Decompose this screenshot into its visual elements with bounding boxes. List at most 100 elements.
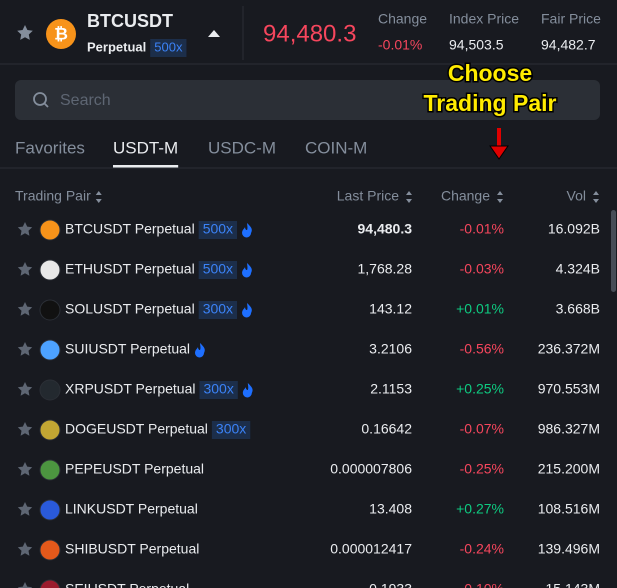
row[interactable]: SEIUSDT Perpetual 0.1933 -0.10% 15.143M bbox=[17, 579, 600, 588]
coin-icon bbox=[39, 339, 61, 361]
change: -0.56% bbox=[460, 341, 504, 357]
change: +0.01% bbox=[456, 301, 504, 317]
volume: 236.372M bbox=[538, 341, 600, 357]
favorite-star[interactable] bbox=[17, 422, 33, 436]
coin-icon bbox=[39, 379, 61, 401]
volume: 15.143M bbox=[546, 581, 600, 588]
row[interactable]: SHIBUSDT Perpetual 0.000012417 -0.24% 139.4… bbox=[17, 539, 600, 561]
favorite-star[interactable] bbox=[17, 25, 33, 40]
coin-icon bbox=[39, 419, 61, 441]
favorite-star[interactable] bbox=[17, 262, 33, 276]
change: -0.03% bbox=[460, 261, 504, 277]
annotation-arrowhead bbox=[489, 145, 509, 160]
favorite-star[interactable] bbox=[17, 302, 33, 316]
leverage-badge bbox=[199, 381, 238, 399]
coin-icon bbox=[39, 459, 61, 481]
tab[interactable]: Favorites bbox=[15, 138, 85, 157]
stat-label: Fair Price bbox=[541, 11, 601, 27]
column-header[interactable]: Trading Pair bbox=[15, 188, 91, 204]
column-header[interactable]: Vol bbox=[567, 188, 586, 204]
change: +0.27% bbox=[456, 501, 504, 517]
hot-icon bbox=[195, 343, 205, 358]
tab[interactable]: COIN-M bbox=[305, 138, 367, 157]
tab-indicator bbox=[113, 165, 179, 168]
stat-value: 94,503.5 bbox=[449, 37, 504, 53]
leverage-badge bbox=[150, 39, 187, 57]
leverage: 500x bbox=[154, 39, 183, 54]
hot-icon bbox=[242, 263, 252, 278]
coin-icon bbox=[39, 579, 61, 588]
row[interactable]: SOLUSDT Perpetual 300x 143.12 +0.01% 3.668B bbox=[17, 299, 600, 321]
volume: 16.092B bbox=[548, 221, 600, 237]
last-price: 0.000012417 bbox=[330, 541, 412, 557]
last-price: 143.12 bbox=[369, 301, 412, 317]
row[interactable]: ETHUSDT Perpetual 500x 1,768.28 -0.03% 4.324… bbox=[17, 259, 600, 281]
leverage: 300x bbox=[203, 301, 233, 317]
tab[interactable]: USDC-M bbox=[208, 138, 276, 157]
search-box[interactable] bbox=[15, 80, 600, 120]
favorite-star[interactable] bbox=[17, 582, 33, 588]
pair-name: PEPEUSDT Perpetual bbox=[65, 461, 204, 477]
row[interactable]: DOGEUSDT Perpetual 300x 0.16642 -0.07% 986.3… bbox=[17, 419, 600, 441]
volume: 970.553M bbox=[538, 381, 600, 397]
search-icon bbox=[33, 92, 47, 106]
last-price: 2.1153 bbox=[370, 381, 412, 397]
pair-name: LINKUSDT Perpetual bbox=[65, 501, 198, 517]
stat-label: Index Price bbox=[449, 11, 519, 27]
favorite-star[interactable] bbox=[17, 502, 33, 516]
hot-icon bbox=[242, 223, 252, 238]
last-price: 94,480.3 bbox=[263, 20, 356, 47]
volume: 4.324B bbox=[556, 261, 600, 277]
annotation-text: Choose bbox=[448, 60, 532, 86]
scrollbar bbox=[611, 210, 616, 292]
last-price: 0.16642 bbox=[361, 421, 412, 437]
favorite-star[interactable] bbox=[17, 222, 33, 236]
sort-icon[interactable] bbox=[497, 191, 503, 203]
hot-icon bbox=[242, 303, 252, 318]
coin-icon bbox=[39, 219, 61, 241]
leverage: 300x bbox=[203, 381, 233, 397]
favorite-star[interactable] bbox=[17, 542, 33, 556]
row[interactable]: LINKUSDT Perpetual 13.408 +0.27% 108.516M bbox=[17, 499, 600, 521]
leverage-badge bbox=[198, 221, 238, 239]
row[interactable]: PEPEUSDT Perpetual 0.000007806 -0.25% 215.2… bbox=[17, 459, 600, 481]
sort-icon[interactable] bbox=[95, 191, 102, 203]
pair-name: BTCUSDT Perpetual bbox=[65, 221, 195, 237]
pair-name: SOLUSDT Perpetual bbox=[65, 301, 195, 317]
row[interactable]: BTCUSDT Perpetual 500x 94,480.3 -0.01% 16.09… bbox=[17, 219, 600, 241]
volume: 3.668B bbox=[556, 301, 600, 317]
dropdown-toggle[interactable] bbox=[208, 30, 220, 37]
leverage-badge bbox=[198, 301, 238, 319]
column-header[interactable]: Change bbox=[441, 188, 490, 204]
pair-name: SEIUSDT Perpetual bbox=[65, 581, 189, 588]
leverage-badge bbox=[211, 421, 251, 439]
sort-icon[interactable] bbox=[406, 191, 412, 203]
favorite-star[interactable] bbox=[17, 382, 33, 396]
hot-icon bbox=[242, 383, 253, 398]
row[interactable]: SUIUSDT Perpetual 3.2106 -0.56% 236.372M bbox=[17, 339, 600, 361]
stat-label: Change bbox=[378, 11, 427, 27]
column-header[interactable]: Last Price bbox=[337, 188, 399, 204]
tab[interactable]: USDT-M bbox=[113, 138, 178, 157]
pair-name: XRPUSDT Perpetual bbox=[65, 381, 195, 397]
favorite-star[interactable] bbox=[17, 462, 33, 476]
search-icon-handle bbox=[43, 102, 49, 108]
coin-icon bbox=[39, 299, 61, 321]
annotation: Choose Trading Pair bbox=[422, 59, 558, 118]
volume: 139.496M bbox=[538, 541, 600, 557]
column-headers: Trading Pair Last Price Change Vol bbox=[15, 188, 599, 204]
last-price: 94,480.3 bbox=[358, 221, 413, 237]
pair-name: SUIUSDT Perpetual bbox=[65, 341, 190, 357]
coin-glyph: ₿ bbox=[54, 24, 68, 43]
symbol[interactable]: BTCUSDT bbox=[87, 11, 173, 31]
favorite-star[interactable] bbox=[17, 342, 33, 356]
pair-name: SHIBUSDT Perpetual bbox=[65, 541, 199, 557]
sort-icon[interactable] bbox=[593, 191, 599, 203]
coin-icon bbox=[46, 19, 76, 49]
last-price: 0.1933 bbox=[369, 581, 412, 588]
row[interactable]: XRPUSDT Perpetual 300x 2.1153 +0.25% 970.553… bbox=[17, 379, 600, 401]
pair-name: ETHUSDT Perpetual bbox=[65, 261, 195, 277]
change: -0.01% bbox=[460, 221, 504, 237]
last-price: 0.000007806 bbox=[330, 461, 412, 477]
